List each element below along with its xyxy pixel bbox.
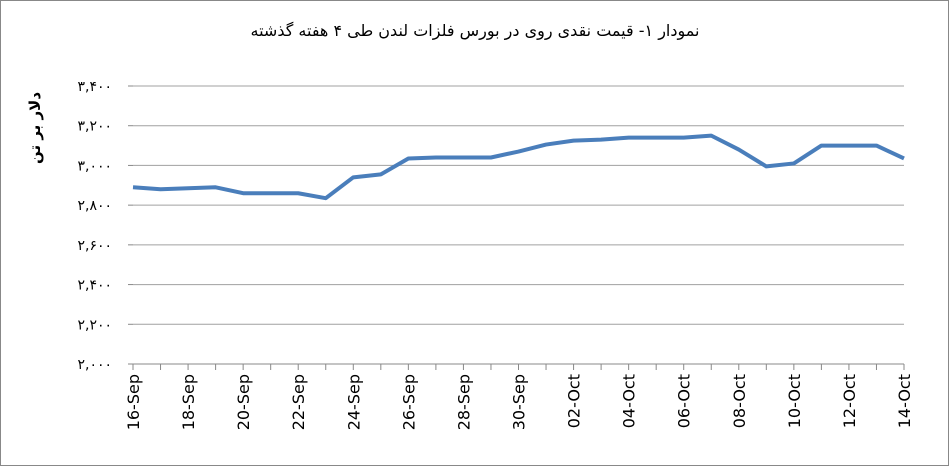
y-tick-label: ۲,۸۰۰ [77, 198, 112, 214]
x-tick-label: 28-Sep [454, 374, 473, 430]
data-line [132, 133, 905, 201]
x-tick-label: 22-Sep [289, 374, 308, 430]
y-tick-label: ۳,۴۰۰ [77, 79, 112, 95]
x-tick-label: 20-Sep [234, 374, 253, 430]
chart-title: نمودار ۱- قیمت نقدی روی در بورس فلزات لن… [251, 21, 700, 41]
y-tick-label: ۳,۲۰۰ [77, 119, 112, 135]
x-tick-label: 18-Sep [179, 374, 198, 430]
x-tick-label: 04-Oct [620, 374, 639, 428]
x-tick-label: 14-Oct [895, 374, 914, 428]
x-tick-label: 12-Oct [840, 374, 859, 428]
y-tick-label: ۲,۲۰۰ [77, 317, 112, 333]
x-tick-label: 06-Oct [675, 374, 694, 428]
y-tick-label: ۲,۰۰۰ [77, 357, 112, 373]
y-tick-label: ۳,۰۰۰ [77, 158, 112, 174]
x-tick-label: 10-Oct [785, 374, 804, 428]
x-tick-label: 16-Sep [124, 374, 143, 430]
y-axis-title: دلار بر تن [26, 92, 44, 164]
x-tick-label: 26-Sep [399, 374, 418, 430]
x-tick-label: 30-Sep [510, 374, 529, 430]
x-tick-label: 08-Oct [730, 374, 749, 428]
y-tick-label: ۲,۶۰۰ [77, 238, 112, 254]
y-tick-label: ۲,۴۰۰ [77, 278, 112, 294]
x-tick-label: 02-Oct [565, 374, 584, 428]
x-tick-label: 24-Sep [344, 374, 363, 430]
